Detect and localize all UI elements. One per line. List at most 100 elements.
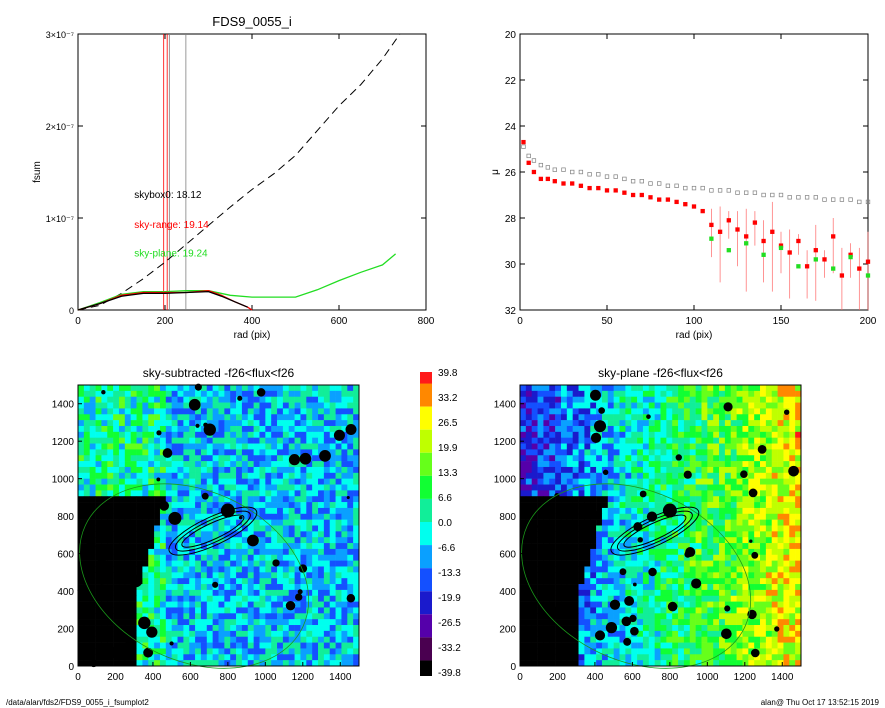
image-pixel xyxy=(613,431,620,438)
image-pixel xyxy=(531,502,538,509)
image-pixel xyxy=(637,648,644,655)
image-pixel xyxy=(165,584,172,591)
image-pixel xyxy=(760,548,767,556)
image-pixel xyxy=(520,396,527,403)
image-pixel xyxy=(107,519,114,526)
image-pixel xyxy=(306,548,313,556)
image-pixel xyxy=(312,572,319,579)
image-pixel xyxy=(306,385,313,392)
masked-source xyxy=(97,595,103,601)
image-pixel xyxy=(596,584,603,591)
image-pixel xyxy=(666,560,673,567)
image-pixel xyxy=(596,531,603,538)
image-pixel xyxy=(590,531,597,538)
image-pixel xyxy=(154,507,161,515)
image-pixel xyxy=(312,425,319,433)
image-pixel xyxy=(142,502,149,509)
image-pixel xyxy=(124,437,131,444)
image-pixel xyxy=(271,484,278,491)
image-pixel xyxy=(549,578,556,585)
image-pixel xyxy=(566,531,573,538)
image-pixel xyxy=(760,654,767,661)
image-pixel xyxy=(212,625,219,632)
image-pixel xyxy=(300,414,307,421)
masked-source xyxy=(749,539,753,543)
image-pixel xyxy=(601,490,609,497)
image-pixel xyxy=(578,537,585,544)
image-pixel xyxy=(771,408,778,415)
image-pixel xyxy=(736,595,743,602)
image-pixel xyxy=(288,537,295,544)
image-pixel xyxy=(795,472,802,479)
image-pixel xyxy=(101,472,108,479)
image-pixel xyxy=(230,660,237,667)
image-pixel xyxy=(259,578,266,585)
image-pixel xyxy=(724,425,732,433)
data-point xyxy=(613,174,618,179)
image-pixel xyxy=(154,496,161,503)
image-pixel xyxy=(707,449,714,456)
image-pixel xyxy=(83,630,91,638)
image-pixel xyxy=(183,455,190,462)
image-pixel xyxy=(195,443,202,450)
image-pixel xyxy=(765,630,773,638)
image-pixel xyxy=(154,595,161,602)
image-pixel xyxy=(323,443,331,450)
image-pixel xyxy=(101,642,108,649)
image-pixel xyxy=(118,513,126,520)
image-pixel xyxy=(520,660,527,667)
image-pixel xyxy=(601,408,609,415)
image-pixel xyxy=(760,513,767,520)
image-pixel xyxy=(625,408,632,415)
image-pixel xyxy=(771,525,778,532)
image-pixel xyxy=(590,578,597,585)
image-pixel xyxy=(543,630,550,638)
image-pixel xyxy=(89,502,96,509)
image-pixel xyxy=(101,648,108,655)
image-pixel xyxy=(83,613,91,620)
image-pixel xyxy=(525,625,533,632)
image-pixel xyxy=(189,455,196,462)
image-pixel xyxy=(212,519,219,526)
image-pixel xyxy=(619,484,626,491)
image-pixel xyxy=(525,396,533,403)
image-pixel xyxy=(247,449,254,456)
image-pixel xyxy=(642,584,650,591)
image-pixel xyxy=(253,408,260,415)
image-pixel xyxy=(142,472,149,479)
image-pixel xyxy=(171,642,178,649)
image-pixel xyxy=(154,625,161,632)
image-pixel xyxy=(537,578,544,585)
image-pixel xyxy=(306,431,313,438)
image-pixel xyxy=(654,519,661,526)
image-pixel xyxy=(566,625,573,632)
image-pixel xyxy=(148,525,155,532)
image-pixel xyxy=(89,449,96,456)
image-pixel xyxy=(312,636,319,643)
image-pixel xyxy=(142,642,149,649)
image-pixel xyxy=(195,660,202,667)
image-pixel xyxy=(136,466,143,474)
image-pixel xyxy=(683,630,691,638)
image-pixel xyxy=(329,402,336,409)
image-pixel xyxy=(572,531,579,538)
image-pixel xyxy=(323,519,331,526)
image-pixel xyxy=(613,548,620,556)
image-pixel xyxy=(148,584,155,591)
image-pixel xyxy=(701,449,708,456)
image-pixel xyxy=(318,543,325,550)
image-pixel xyxy=(584,502,591,509)
image-pixel xyxy=(300,408,307,415)
image-pixel xyxy=(195,589,202,597)
image-pixel xyxy=(165,414,172,421)
image-pixel xyxy=(95,537,102,544)
image-pixel xyxy=(183,548,190,556)
image-pixel xyxy=(212,449,219,456)
image-pixel xyxy=(601,625,609,632)
image-pixel xyxy=(142,531,149,538)
image-pixel xyxy=(183,654,190,661)
image-pixel xyxy=(707,408,714,415)
image-pixel xyxy=(224,425,231,433)
image-pixel xyxy=(148,490,155,497)
image-pixel xyxy=(543,420,550,427)
